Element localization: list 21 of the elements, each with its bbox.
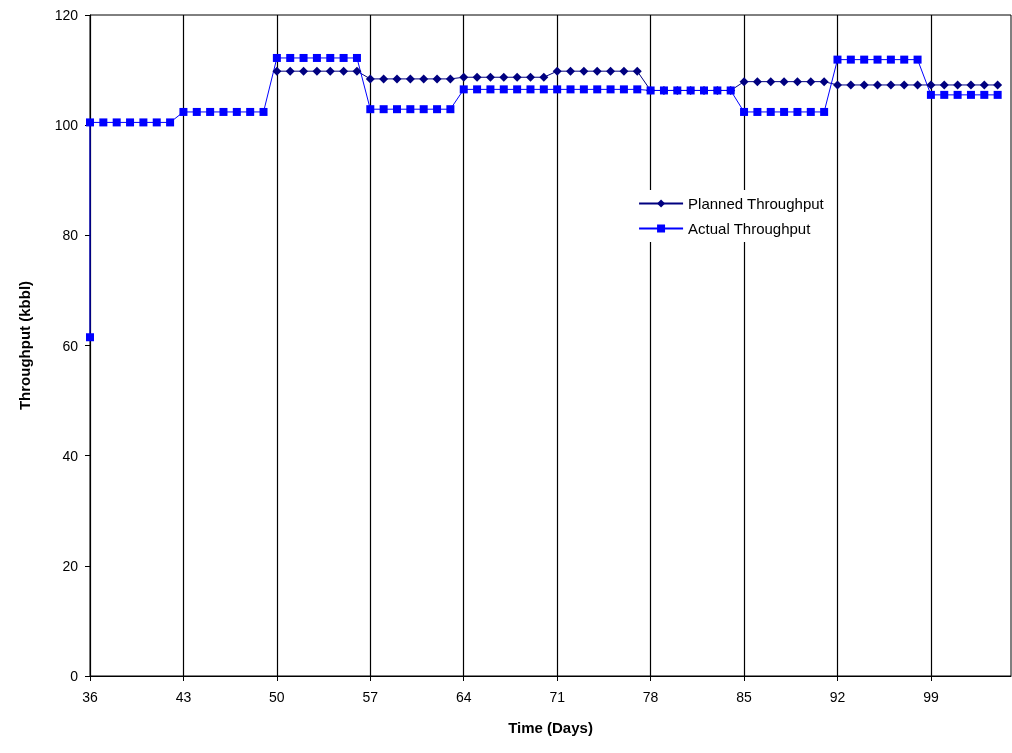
x-tick-label: 57 bbox=[362, 689, 379, 705]
legend-label: Actual Throughput bbox=[688, 220, 812, 237]
y-tick-label: 20 bbox=[62, 557, 79, 574]
x-tick-label: 43 bbox=[175, 689, 192, 705]
x-axis-title: Time (Days) bbox=[508, 719, 593, 736]
x-tick-label: 78 bbox=[642, 689, 659, 705]
y-tick-label: 120 bbox=[54, 7, 79, 23]
x-tick-label: 85 bbox=[736, 689, 753, 705]
y-tick-label: 0 bbox=[70, 668, 79, 684]
x-tick-label: 92 bbox=[829, 689, 846, 705]
x-tick-label: 64 bbox=[455, 689, 472, 705]
y-axis-title: Throughput (kbbl) bbox=[16, 280, 33, 411]
y-tick-label: 100 bbox=[54, 117, 79, 134]
x-tick-label: 50 bbox=[269, 689, 285, 705]
legend-label: Planned Throughput bbox=[688, 195, 825, 212]
x-tick-label: 71 bbox=[549, 689, 566, 705]
y-tick-label: 40 bbox=[62, 447, 79, 464]
y-tick-label: 80 bbox=[62, 227, 79, 244]
y-tick-label: 60 bbox=[62, 337, 79, 354]
x-tick-label: 36 bbox=[82, 689, 98, 705]
x-tick-label: 99 bbox=[923, 689, 939, 705]
